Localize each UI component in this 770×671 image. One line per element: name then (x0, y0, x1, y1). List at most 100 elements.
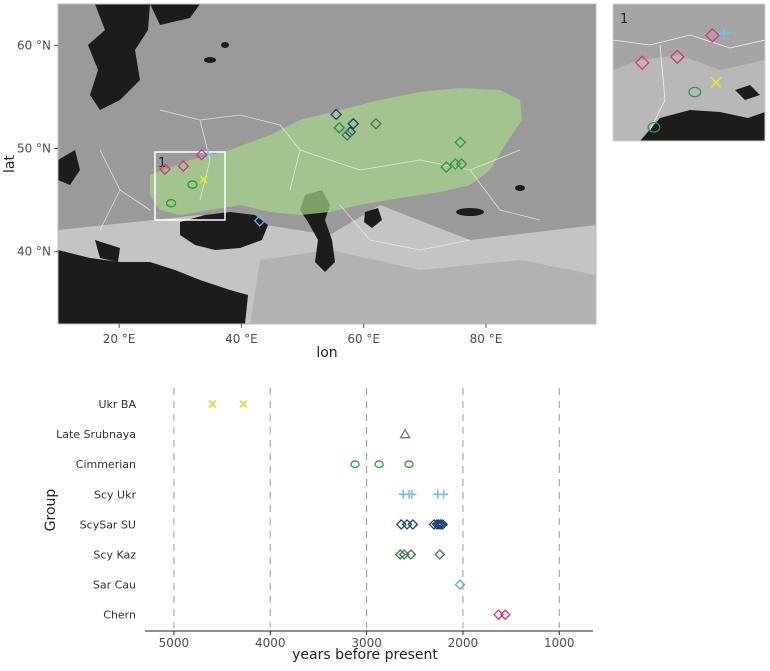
mediterranean-sea (58, 250, 248, 324)
scatter-point (394, 549, 406, 560)
lake (204, 57, 216, 63)
map-point (202, 148, 213, 159)
map-x-tick-label: 80 °E (470, 332, 503, 346)
inset-label: 1 (620, 12, 628, 27)
inset-point (710, 76, 722, 88)
map-point (165, 198, 177, 208)
inset-point (647, 121, 661, 133)
inset-panel: 1 (612, 3, 766, 142)
scatter-point (454, 579, 466, 591)
scatter-point (401, 518, 413, 530)
southern-highlands (250, 250, 596, 324)
scatter-point (499, 609, 511, 621)
scatter-gridlines (173, 388, 560, 628)
map-point (330, 108, 343, 121)
scatter-point (405, 549, 417, 560)
baltic-sea (88, 4, 150, 110)
scatter-category-label: Ukr BA (98, 398, 136, 411)
map-x-tick-label: 60 °E (347, 332, 380, 346)
scatter-point (407, 489, 417, 499)
map-frame (57, 3, 597, 325)
map-y-tick-label: 50 °N (17, 142, 51, 156)
scatter-x-tick-label: 3000 (351, 636, 382, 650)
inset-region-label: 1 (158, 156, 166, 171)
lake (515, 185, 525, 191)
scatter-point (399, 428, 411, 439)
map-point (440, 161, 453, 174)
map-point (199, 175, 208, 184)
scatter-point (404, 460, 414, 469)
scatter-point (439, 489, 449, 499)
map-point (187, 180, 198, 189)
map-point (177, 160, 190, 172)
scatter-point (239, 400, 248, 408)
scatter-point (395, 518, 407, 530)
black-sea (180, 212, 268, 250)
scatter-x-tick-label: 4000 (255, 636, 286, 650)
steppe-region (150, 88, 522, 215)
scatter-category-label: Sar Cau (93, 579, 136, 592)
map-point (347, 117, 360, 130)
adriatic-sea (95, 240, 120, 262)
scatter-point (433, 518, 445, 530)
map-panel: 1 20 °E 40 °E 60 °E 80 °E 60 °N 50 °N 40 °N l… (2, 3, 597, 361)
inset-region-box (154, 151, 226, 221)
map-x-axis-title: lon (316, 345, 337, 361)
map-x-tick-label: 40 °E (225, 332, 258, 346)
map-x-axis: 20 °E 40 °E 60 °E 80 °E (103, 324, 502, 346)
inset-point (688, 86, 702, 98)
inset-point (717, 26, 731, 40)
aral-sea (364, 208, 382, 228)
scatter-y-axis: Ukr BA Late Srubnaya Cimmerian Scy Ukr ScySa… (56, 398, 136, 622)
map-point (253, 214, 266, 227)
inset-frame (612, 3, 766, 142)
map-points (159, 108, 468, 227)
inset-points (634, 26, 731, 133)
map-y-axis-title: lat (2, 155, 18, 173)
inset-point (634, 55, 650, 71)
scatter-point (350, 460, 360, 469)
scatter-x-axis-title: years before present (292, 647, 438, 663)
map-y-tick-label: 40 °N (17, 245, 51, 259)
lake (221, 42, 229, 48)
scatter-point (407, 518, 419, 530)
scatter-points (208, 400, 511, 621)
white-sea-north (150, 4, 200, 25)
map-point (369, 117, 382, 130)
map-point (454, 136, 467, 149)
scatter-category-label: Late Srubnaya (56, 428, 136, 441)
scatter-category-label: Chern (103, 609, 136, 622)
map-x-tick-label: 20 °E (103, 332, 136, 346)
scatter-panel: 5000 4000 3000 2000 1000 Ukr BA Late Srubnaya… (43, 388, 593, 663)
inset-borders (613, 34, 765, 131)
lake-balkhash (456, 208, 484, 216)
north-sea-part (58, 150, 80, 185)
scatter-x-tick-label: 2000 (448, 636, 479, 650)
country-borders (99, 109, 541, 251)
scatter-y-axis-title: Group (43, 489, 59, 532)
map-point (341, 129, 354, 142)
scatter-category-label: Scy Ukr (94, 488, 136, 501)
scatter-point (374, 460, 384, 469)
map-y-tick-label: 60 °N (17, 38, 51, 52)
scatter-x-tick-label: 1000 (544, 636, 575, 650)
scatter-point (208, 400, 217, 408)
scatter-category-label: Cimmerian (76, 458, 136, 471)
inset-point (704, 27, 720, 43)
map-point (333, 121, 346, 134)
scatter-x-axis: 5000 4000 3000 2000 1000 (159, 631, 575, 650)
scatter-point (435, 518, 447, 530)
scatter-point (437, 518, 449, 530)
map-point (195, 148, 208, 161)
inset-azov-sea (735, 85, 760, 100)
scatter-category-label: ScySar SU (80, 518, 136, 531)
map-point (455, 158, 468, 170)
map-point (159, 163, 171, 176)
map-y-axis: 60 °N 50 °N 40 °N (17, 38, 58, 259)
scatter-category-label: Scy Kaz (93, 549, 136, 562)
inset-black-sea (640, 110, 765, 141)
scatter-point (434, 549, 446, 560)
scatter-x-tick-label: 5000 (159, 636, 190, 650)
inset-point (669, 49, 685, 65)
